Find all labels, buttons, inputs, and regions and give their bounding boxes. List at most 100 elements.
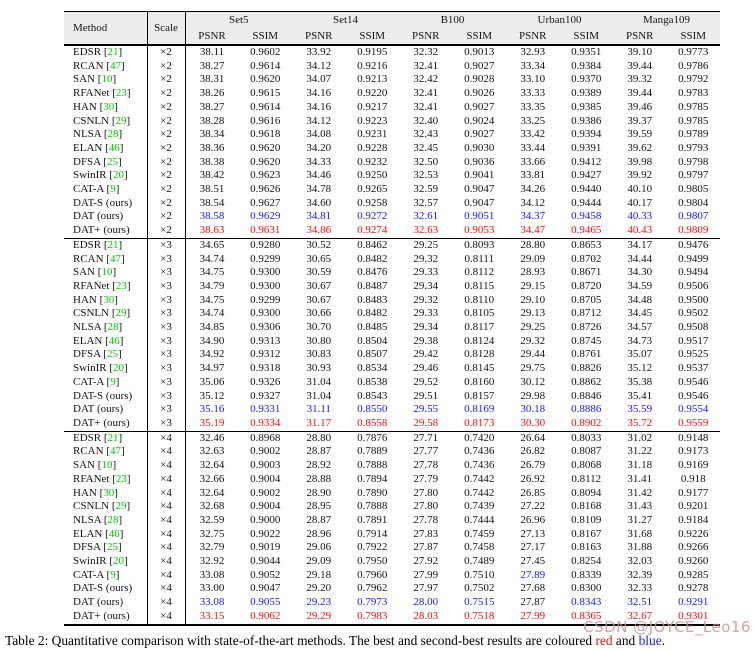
method-cell: EDSR [21] bbox=[64, 238, 148, 253]
scale-cell: ×3 bbox=[147, 321, 186, 335]
citation-bracket: [ bbox=[103, 155, 107, 168]
citation-link[interactable]: [46] bbox=[105, 142, 123, 154]
metric-value: 38.38 bbox=[199, 155, 225, 168]
citation-bracket: [ bbox=[99, 100, 104, 113]
table-row: CSNLN [29] ×2 38.28 0.9616 34.12 0.9223 32.40 0… bbox=[64, 114, 720, 129]
citation-number: 30 bbox=[103, 100, 115, 113]
method-cell: RCAN [47] bbox=[64, 445, 148, 460]
citation-bracket: [ bbox=[103, 513, 108, 526]
metric-value: 0.8543 bbox=[357, 389, 388, 402]
metric-value: 32.39 bbox=[627, 568, 653, 581]
citation-link[interactable]: [20] bbox=[109, 362, 127, 374]
method-name: DFSA bbox=[73, 541, 104, 554]
caption-blue-word: blue bbox=[638, 633, 662, 648]
metric-value: 0.9280 bbox=[250, 238, 281, 251]
citation-link[interactable]: [10] bbox=[98, 266, 116, 278]
metric-value: 0.9616 bbox=[250, 114, 281, 127]
citation-link[interactable]: [23] bbox=[112, 473, 130, 485]
metric-value: 0.8826 bbox=[571, 362, 602, 375]
citation-link[interactable]: [20] bbox=[109, 555, 127, 567]
citation-link[interactable]: [10] bbox=[98, 73, 116, 85]
metric-value: 30.52 bbox=[306, 238, 332, 251]
metric-value: 0.9620 bbox=[250, 141, 281, 154]
citation-link[interactable]: [46] bbox=[105, 335, 123, 347]
citation-number: 9 bbox=[110, 183, 116, 196]
metric-value: 0.9026 bbox=[464, 87, 495, 100]
citation-link[interactable]: [25] bbox=[103, 541, 121, 553]
citation-bracket: ] bbox=[118, 46, 123, 58]
method-name: DAT-S (ours) bbox=[73, 582, 133, 595]
citation-bracket: [ bbox=[111, 500, 116, 513]
metric-value: 0.9537 bbox=[678, 362, 709, 375]
metric-value: 38.28 bbox=[199, 114, 225, 127]
metric-value: 33.42 bbox=[520, 128, 546, 141]
metric-value: 34.37 bbox=[520, 210, 546, 223]
metric-value: 27.80 bbox=[413, 486, 439, 499]
metric-value: 0.8487 bbox=[357, 279, 388, 292]
citation-link[interactable]: [10] bbox=[98, 459, 116, 471]
metric-value: 38.34 bbox=[199, 128, 225, 141]
metric-value: 0.7983 bbox=[357, 609, 388, 622]
citation-link[interactable]: [28] bbox=[104, 128, 122, 140]
citation-link[interactable]: [28] bbox=[104, 321, 122, 333]
metric-value: 34.33 bbox=[306, 155, 332, 168]
caption-and: and bbox=[612, 633, 639, 648]
metric-value: 0.8163 bbox=[571, 541, 602, 554]
citation-link[interactable]: [30] bbox=[100, 101, 118, 113]
citation-link[interactable]: [29] bbox=[112, 307, 130, 319]
citation-link[interactable]: [9] bbox=[107, 376, 120, 388]
citation-link[interactable]: [21] bbox=[104, 239, 122, 251]
citation-link[interactable]: [29] bbox=[112, 500, 130, 512]
citation-link[interactable]: [47] bbox=[106, 253, 124, 265]
metric-value: 0.8033 bbox=[571, 431, 602, 444]
scale-cell: ×3 bbox=[147, 403, 186, 417]
scale-cell: ×3 bbox=[147, 375, 186, 390]
metric-value: 0.9394 bbox=[571, 128, 602, 141]
metric-value: 31.27 bbox=[627, 513, 653, 526]
citation-number: 46 bbox=[108, 527, 120, 540]
metric-value: 0.9786 bbox=[678, 59, 709, 72]
metric-value: 27.92 bbox=[413, 555, 439, 568]
citation-link[interactable]: [30] bbox=[100, 294, 118, 306]
metric-value: 34.08 bbox=[306, 128, 332, 141]
citation-link[interactable]: [23] bbox=[112, 87, 130, 99]
metric-value: 0.8476 bbox=[357, 266, 388, 279]
method-name: NLSA bbox=[73, 513, 104, 526]
citation-link[interactable]: [20] bbox=[109, 169, 127, 181]
method-name: RCAN bbox=[73, 252, 107, 265]
citation-link[interactable]: [9] bbox=[107, 569, 120, 581]
metric-value: 29.23 bbox=[306, 596, 332, 609]
citation-bracket: ] bbox=[119, 527, 124, 540]
citation-bracket: [ bbox=[103, 128, 108, 141]
metric-value: 0.8094 bbox=[571, 486, 602, 499]
citation-bracket: ] bbox=[124, 362, 128, 375]
metric-value: 34.65 bbox=[199, 238, 225, 251]
citation-number: 21 bbox=[107, 431, 119, 444]
citation-link[interactable]: [21] bbox=[104, 432, 122, 444]
method-name: HAN bbox=[73, 486, 100, 499]
metric-value: 29.25 bbox=[520, 321, 546, 334]
metric-value: 0.9228 bbox=[357, 141, 388, 154]
citation-link[interactable]: [25] bbox=[103, 348, 121, 360]
metric-value: 0.8117 bbox=[464, 321, 495, 334]
metric-value: 27.68 bbox=[520, 582, 546, 595]
citation-link[interactable]: [46] bbox=[105, 528, 123, 540]
metric-value: 27.78 bbox=[413, 513, 439, 526]
metric-value: 35.07 bbox=[627, 348, 653, 361]
metric-value: 29.34 bbox=[413, 279, 439, 292]
metric-value: 38.27 bbox=[199, 100, 225, 113]
citation-link[interactable]: [30] bbox=[100, 487, 118, 499]
citation-link[interactable]: [21] bbox=[104, 46, 122, 58]
citation-link[interactable]: [47] bbox=[106, 445, 124, 457]
citation-link[interactable]: [23] bbox=[112, 280, 130, 292]
citation-link[interactable]: [47] bbox=[106, 60, 124, 72]
citation-link[interactable]: [28] bbox=[104, 514, 122, 526]
scale-cell: ×3 bbox=[147, 279, 186, 294]
citation-link[interactable]: [25] bbox=[103, 156, 121, 168]
citation-bracket: [ bbox=[106, 445, 110, 458]
metric-value: 32.50 bbox=[413, 155, 439, 168]
method-name: DFSA bbox=[73, 155, 104, 168]
citation-link[interactable]: [29] bbox=[112, 115, 130, 127]
citation-link[interactable]: [9] bbox=[107, 183, 120, 195]
metric-value: 0.8254 bbox=[571, 555, 602, 568]
